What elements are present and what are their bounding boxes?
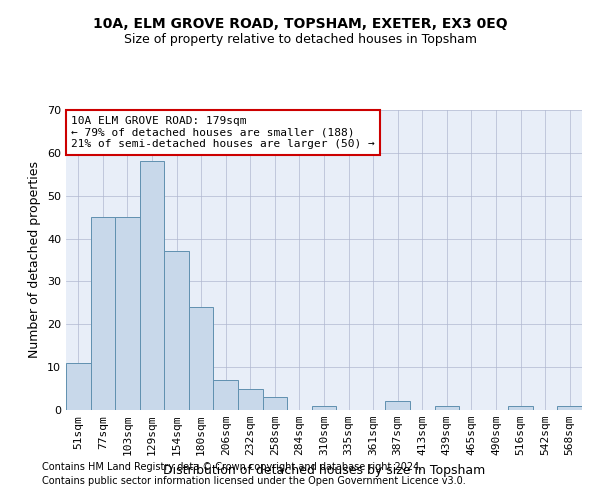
Bar: [508, 406, 533, 410]
Bar: [66, 363, 91, 410]
Bar: [164, 252, 189, 410]
Text: 10A, ELM GROVE ROAD, TOPSHAM, EXETER, EX3 0EQ: 10A, ELM GROVE ROAD, TOPSHAM, EXETER, EX…: [92, 18, 508, 32]
Bar: [91, 217, 115, 410]
Bar: [214, 380, 238, 410]
Text: Contains HM Land Registry data © Crown copyright and database right 2024.: Contains HM Land Registry data © Crown c…: [42, 462, 422, 472]
Bar: [263, 397, 287, 410]
Bar: [312, 406, 336, 410]
Bar: [115, 217, 140, 410]
Bar: [385, 402, 410, 410]
Bar: [238, 388, 263, 410]
Bar: [557, 406, 582, 410]
Bar: [189, 307, 214, 410]
Bar: [434, 406, 459, 410]
Text: Size of property relative to detached houses in Topsham: Size of property relative to detached ho…: [124, 32, 476, 46]
Bar: [140, 162, 164, 410]
Text: 10A ELM GROVE ROAD: 179sqm
← 79% of detached houses are smaller (188)
21% of sem: 10A ELM GROVE ROAD: 179sqm ← 79% of deta…: [71, 116, 375, 149]
Y-axis label: Number of detached properties: Number of detached properties: [28, 162, 41, 358]
X-axis label: Distribution of detached houses by size in Topsham: Distribution of detached houses by size …: [163, 464, 485, 476]
Text: Contains public sector information licensed under the Open Government Licence v3: Contains public sector information licen…: [42, 476, 466, 486]
